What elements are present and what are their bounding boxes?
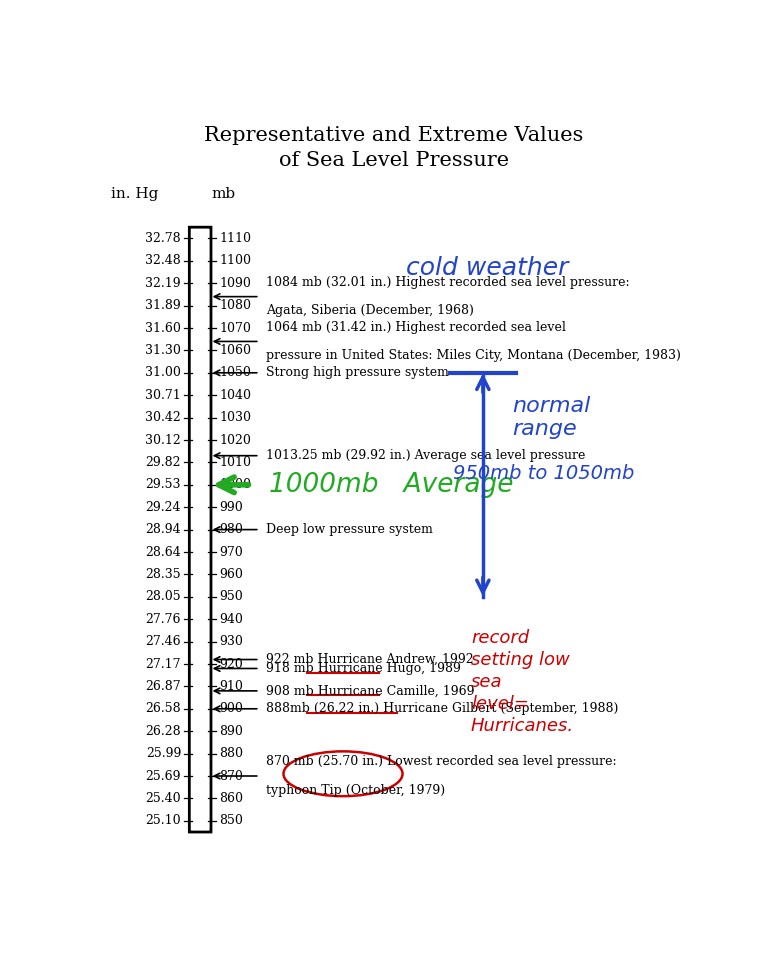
Text: 32.78: 32.78 xyxy=(145,232,181,245)
Text: 870 mb (25.70 in.) Lowest recorded sea level pressure:: 870 mb (25.70 in.) Lowest recorded sea l… xyxy=(266,756,616,768)
Text: Agata, Siberia (December, 1968): Agata, Siberia (December, 1968) xyxy=(266,304,474,318)
Text: 1000: 1000 xyxy=(219,478,251,492)
Text: 28.05: 28.05 xyxy=(145,590,181,603)
FancyBboxPatch shape xyxy=(190,228,211,832)
Text: 26.58: 26.58 xyxy=(145,703,181,715)
Text: 990: 990 xyxy=(219,501,243,514)
Text: 1080: 1080 xyxy=(219,300,251,312)
Text: 26.87: 26.87 xyxy=(145,680,181,693)
Text: 29.82: 29.82 xyxy=(146,456,181,468)
Text: 27.46: 27.46 xyxy=(145,636,181,648)
Text: 1070: 1070 xyxy=(219,322,251,334)
Text: 900: 900 xyxy=(219,703,243,715)
Text: 870: 870 xyxy=(219,770,243,782)
Text: record
setting low
sea
level=
Hurricanes.: record setting low sea level= Hurricanes… xyxy=(471,629,574,735)
Text: 31.60: 31.60 xyxy=(145,322,181,334)
Text: 25.69: 25.69 xyxy=(146,770,181,782)
Text: 1110: 1110 xyxy=(219,232,251,245)
Text: 880: 880 xyxy=(219,747,243,760)
Text: 27.17: 27.17 xyxy=(146,658,181,670)
Text: 1060: 1060 xyxy=(219,344,251,357)
Text: 31.00: 31.00 xyxy=(145,367,181,379)
Text: 31.89: 31.89 xyxy=(145,300,181,312)
Text: Representative and Extreme Values: Representative and Extreme Values xyxy=(204,126,583,145)
Text: 1084 mb (32.01 in.) Highest recorded sea level pressure:: 1084 mb (32.01 in.) Highest recorded sea… xyxy=(266,276,629,289)
Text: 1020: 1020 xyxy=(219,434,251,446)
Text: 25.99: 25.99 xyxy=(146,747,181,760)
Text: 29.53: 29.53 xyxy=(146,478,181,492)
Text: 1050: 1050 xyxy=(219,367,251,379)
Text: 29.24: 29.24 xyxy=(146,501,181,514)
Text: in. Hg: in. Hg xyxy=(111,186,158,201)
Text: 860: 860 xyxy=(219,792,243,804)
Text: 1090: 1090 xyxy=(219,276,251,290)
Text: 32.48: 32.48 xyxy=(145,254,181,267)
Text: mb: mb xyxy=(212,186,236,201)
Text: 1010: 1010 xyxy=(219,456,251,468)
Text: 1030: 1030 xyxy=(219,411,251,424)
Text: Deep low pressure system: Deep low pressure system xyxy=(266,523,432,536)
Text: 908 mb Hurricane Camille, 1969: 908 mb Hurricane Camille, 1969 xyxy=(266,684,474,697)
Text: 918 mb Hurricane Hugo, 1989: 918 mb Hurricane Hugo, 1989 xyxy=(266,662,461,675)
Text: 26.28: 26.28 xyxy=(145,725,181,737)
Text: 850: 850 xyxy=(219,814,243,828)
Text: 32.19: 32.19 xyxy=(145,276,181,290)
Text: 25.40: 25.40 xyxy=(145,792,181,804)
Text: 30.12: 30.12 xyxy=(145,434,181,446)
Text: 920: 920 xyxy=(219,658,243,670)
Text: 25.10: 25.10 xyxy=(145,814,181,828)
Text: typhoon Tip (October, 1979): typhoon Tip (October, 1979) xyxy=(266,784,445,797)
Text: 910: 910 xyxy=(219,680,243,693)
Text: 30.71: 30.71 xyxy=(145,389,181,401)
Text: 30.42: 30.42 xyxy=(145,411,181,424)
Text: 980: 980 xyxy=(219,523,243,536)
Text: 28.64: 28.64 xyxy=(145,545,181,559)
Text: 950: 950 xyxy=(219,590,243,603)
Text: 970: 970 xyxy=(219,545,243,559)
Text: normal
range: normal range xyxy=(513,396,591,440)
Text: 960: 960 xyxy=(219,568,243,581)
Text: 27.76: 27.76 xyxy=(146,612,181,626)
Text: 930: 930 xyxy=(219,636,243,648)
Text: 890: 890 xyxy=(219,725,243,737)
Text: 940: 940 xyxy=(219,612,243,626)
Text: 28.35: 28.35 xyxy=(145,568,181,581)
Text: 888mb (26.22 in.) Hurricane Gilbert (September, 1988): 888mb (26.22 in.) Hurricane Gilbert (Sep… xyxy=(266,703,618,715)
Text: cold weather: cold weather xyxy=(406,255,568,279)
Text: 28.94: 28.94 xyxy=(145,523,181,536)
Text: 950mb to 1050mb: 950mb to 1050mb xyxy=(453,464,634,483)
Text: pressure in United States: Miles City, Montana (December, 1983): pressure in United States: Miles City, M… xyxy=(266,349,680,362)
Text: 1040: 1040 xyxy=(219,389,251,401)
Text: 1100: 1100 xyxy=(219,254,251,267)
Text: 922 mb Hurricane Andrew, 1992: 922 mb Hurricane Andrew, 1992 xyxy=(266,653,473,666)
Text: Strong high pressure system: Strong high pressure system xyxy=(266,367,449,379)
Text: 1064 mb (31.42 in.) Highest recorded sea level: 1064 mb (31.42 in.) Highest recorded sea… xyxy=(266,321,565,334)
Text: of Sea Level Pressure: of Sea Level Pressure xyxy=(279,151,508,170)
Text: 1000mb   Average: 1000mb Average xyxy=(269,471,513,498)
Text: 31.30: 31.30 xyxy=(145,344,181,357)
Text: 1013.25 mb (29.92 in.) Average sea level pressure: 1013.25 mb (29.92 in.) Average sea level… xyxy=(266,449,585,462)
